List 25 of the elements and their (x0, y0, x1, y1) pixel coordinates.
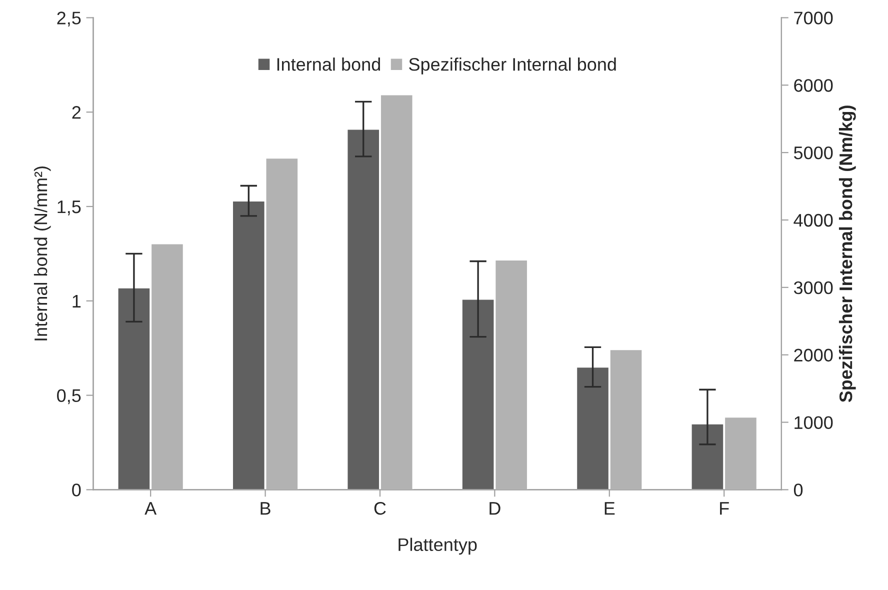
y-axis-title: Internal bond (N/mm²) (34, 166, 51, 340)
x-tick-label: E (604, 502, 615, 515)
y2-tick-label: 2000 (794, 348, 833, 362)
x-tick-label: F (720, 502, 729, 515)
y-tick-label: 1 (72, 295, 81, 308)
x-tick-label: D (490, 502, 500, 515)
y2-tick-label: 4000 (794, 214, 833, 227)
x-tick-label: A (144, 502, 157, 515)
y2-axis-title: Spezifischer Internal bond (Nm/kg) (838, 106, 856, 402)
x-tick-label: B (260, 502, 270, 515)
y2-tick-label: 6000 (794, 79, 833, 92)
y-tick-label: 2 (72, 106, 81, 119)
y-tick-label: 1,5 (58, 200, 81, 216)
y2-tick-label: 5000 (794, 146, 833, 160)
x-tick-label: C (374, 502, 386, 515)
y2-tick-label: 1000 (794, 416, 833, 429)
y-tick-label: 0,5 (57, 389, 81, 404)
y2-tick-label: 3000 (794, 281, 833, 294)
y-tick-label: 2,5 (57, 12, 81, 27)
legend-label: Internal bond (277, 58, 380, 71)
y2-tick-label: 7000 (794, 12, 833, 24)
y2-tick-label: 0 (794, 484, 803, 496)
legend-label: Spezifischer Internal bond (409, 58, 616, 74)
y-tick-label: 0 (72, 484, 81, 496)
x-axis-title: Plattentyp (398, 538, 477, 555)
